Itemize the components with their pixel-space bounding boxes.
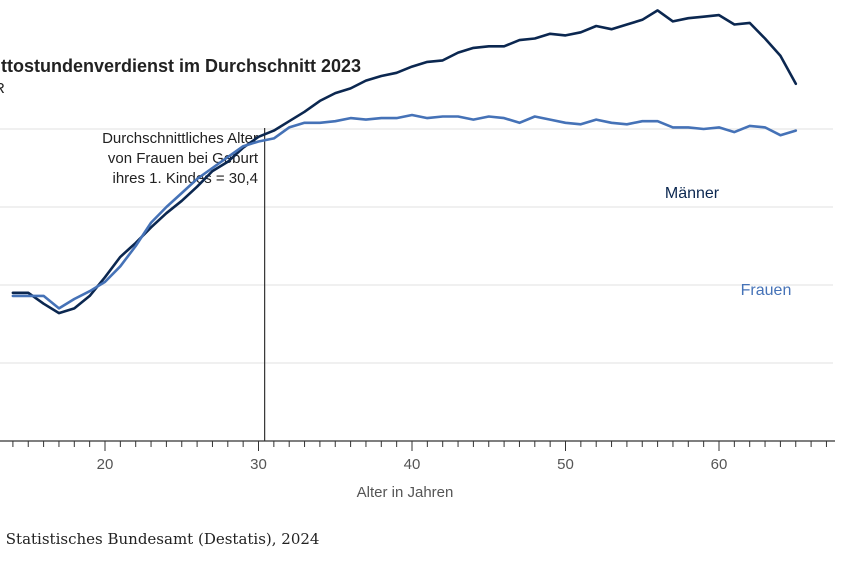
series-line-frauen xyxy=(11,113,798,310)
source-mark: ! xyxy=(0,531,1,548)
chart-title: uttostundenverdienst im Durchschnitt 202… xyxy=(0,56,362,76)
annotation-text: ihres 1. Kindes = 30,4 xyxy=(112,170,258,187)
series-labels: Männer Frauen xyxy=(665,185,791,299)
x-tick-labels: 20 30 40 50 60 xyxy=(97,456,728,473)
series-label: Männer xyxy=(665,185,720,202)
x-tick-label: 20 xyxy=(97,456,114,473)
x-tick-label: 50 xyxy=(557,456,574,473)
series-lines xyxy=(11,9,798,315)
annotation-text: Durchschnittliches Alter xyxy=(102,130,258,147)
x-tick-label: 40 xyxy=(404,456,421,473)
source-note: ! Statistisches Bundesamt (Destatis), 20… xyxy=(0,530,319,548)
x-ticks xyxy=(12,441,827,451)
source-text: Statistisches Bundesamt (Destatis), 2024 xyxy=(5,530,320,548)
chart-unit: R xyxy=(0,80,5,97)
x-axis-label: Alter in Jahren xyxy=(357,484,454,501)
x-tick-label: 30 xyxy=(250,456,267,473)
series-label: Frauen xyxy=(741,282,792,299)
x-tick-label: 60 xyxy=(711,456,728,473)
